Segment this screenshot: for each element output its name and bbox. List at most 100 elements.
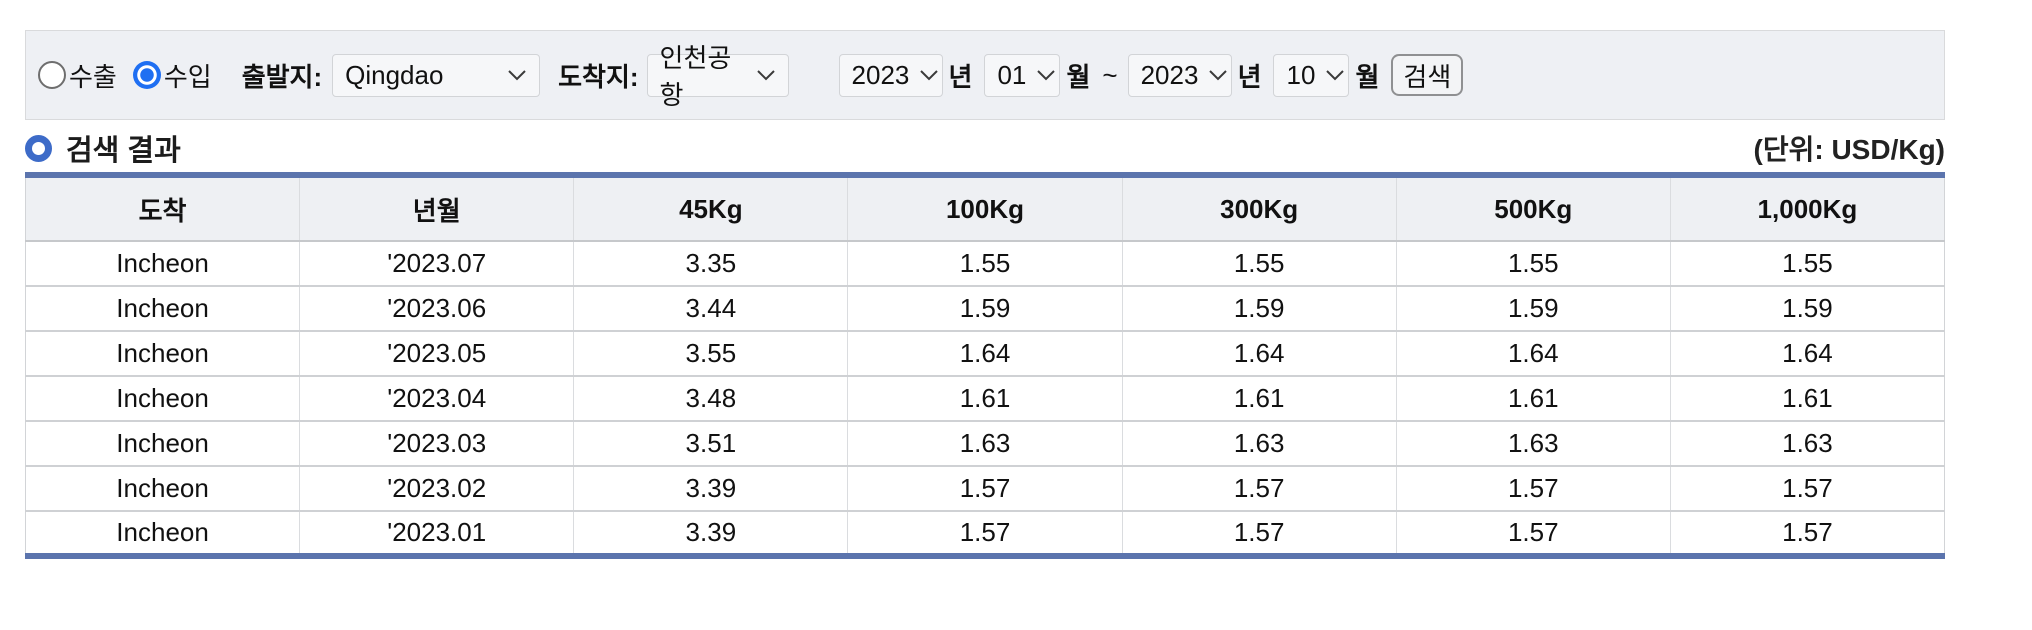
cell-300kg: 1.59 xyxy=(1121,285,1397,331)
cell-100kg: 1.61 xyxy=(847,375,1123,421)
origin-label: 출발지: xyxy=(241,61,323,92)
radio-export-circle-icon[interactable] xyxy=(38,61,66,89)
search-panel: 수출 수입 출발지: Qingdao 도착지: 인천공항 2023 xyxy=(25,30,1945,120)
col-yearmonth: 년월 xyxy=(299,175,575,242)
cell-arrival: Incheon xyxy=(24,330,301,376)
bullet-ring-icon xyxy=(25,134,52,162)
cell-1000kg: 1.64 xyxy=(1669,330,1946,376)
cell-100kg: 1.64 xyxy=(847,330,1123,376)
rates-table: 도착 년월 45Kg 100Kg 300Kg 500Kg 1,000Kg Inc… xyxy=(24,172,1946,559)
radio-import[interactable]: 수입 xyxy=(132,57,212,94)
from-month-select[interactable]: 01 xyxy=(984,53,1061,97)
table-row: Incheon '2023.06 3.44 1.59 1.59 1.59 1.5… xyxy=(24,285,1946,331)
cell-45kg: 3.51 xyxy=(573,420,849,466)
radio-import-circle-icon[interactable] xyxy=(132,61,161,89)
chevron-down-icon xyxy=(507,69,527,82)
from-year-suffix: 년 xyxy=(948,61,973,92)
radio-export-label: 수출 xyxy=(69,61,117,92)
table-header: 도착 년월 45Kg 100Kg 300Kg 500Kg 1,000Kg xyxy=(24,175,1946,242)
cell-1000kg: 1.57 xyxy=(1669,465,1946,511)
cell-yearmonth: '2023.06 xyxy=(299,285,575,331)
cell-1000kg: 1.59 xyxy=(1669,285,1946,331)
col-1000kg: 1,000Kg xyxy=(1669,175,1946,242)
cell-500kg: 1.55 xyxy=(1395,241,1671,286)
cell-arrival: Incheon xyxy=(24,241,301,286)
cell-1000kg: 1.61 xyxy=(1669,375,1946,421)
cell-1000kg: 1.57 xyxy=(1669,510,1946,556)
col-45kg: 45Kg xyxy=(573,175,849,242)
cell-45kg: 3.55 xyxy=(573,330,849,376)
to-month-value: 10 xyxy=(1286,59,1316,90)
col-100kg: 100Kg xyxy=(847,175,1123,242)
table-row: Incheon '2023.01 3.39 1.57 1.57 1.57 1.5… xyxy=(24,510,1946,556)
to-year-select[interactable]: 2023 xyxy=(1127,53,1232,97)
table-row: Incheon '2023.07 3.35 1.55 1.55 1.55 1.5… xyxy=(24,241,1946,286)
radio-import-label: 수입 xyxy=(163,61,212,92)
table-row: Incheon '2023.02 3.39 1.57 1.57 1.57 1.5… xyxy=(24,465,1946,511)
cell-45kg: 3.44 xyxy=(573,285,849,331)
result-header: 검색 결과 (단위: USD/Kg) xyxy=(25,128,1945,168)
result-title: 검색 결과 xyxy=(66,135,181,167)
cell-yearmonth: '2023.05 xyxy=(299,330,575,376)
from-month-value: 01 xyxy=(997,59,1027,90)
to-month-suffix: 월 xyxy=(1355,61,1380,92)
chevron-down-icon xyxy=(1208,69,1228,82)
cell-arrival: Incheon xyxy=(24,420,301,466)
cell-100kg: 1.57 xyxy=(847,510,1123,556)
origin-select[interactable]: Qingdao xyxy=(332,53,541,97)
cell-arrival: Incheon xyxy=(24,465,301,511)
to-year-value: 2023 xyxy=(1140,59,1199,90)
cell-arrival: Incheon xyxy=(24,510,301,556)
chevron-down-icon xyxy=(1325,69,1345,82)
cell-500kg: 1.59 xyxy=(1395,285,1671,331)
cell-500kg: 1.64 xyxy=(1395,330,1671,376)
cell-45kg: 3.35 xyxy=(573,241,849,286)
range-tilde: ~ xyxy=(1102,59,1118,90)
table-row: Incheon '2023.05 3.55 1.64 1.64 1.64 1.6… xyxy=(24,330,1946,376)
cell-yearmonth: '2023.07 xyxy=(299,241,575,286)
chevron-down-icon xyxy=(919,69,939,82)
cell-yearmonth: '2023.02 xyxy=(299,465,575,511)
result-title-group: 검색 결과 xyxy=(25,127,181,169)
table-body: Incheon '2023.07 3.35 1.55 1.55 1.55 1.5… xyxy=(24,241,1946,556)
to-month-select[interactable]: 10 xyxy=(1273,53,1350,97)
destination-label: 도착지: xyxy=(558,61,639,92)
cell-300kg: 1.55 xyxy=(1121,241,1397,286)
chevron-down-icon xyxy=(756,69,776,82)
cell-45kg: 3.48 xyxy=(573,375,849,421)
cell-yearmonth: '2023.04 xyxy=(299,375,575,421)
cell-300kg: 1.63 xyxy=(1121,420,1397,466)
from-year-value: 2023 xyxy=(851,59,910,90)
cell-100kg: 1.59 xyxy=(847,285,1123,331)
date-range-group: 2023 년 01 월 ~ 2023 년 10 xyxy=(838,53,1464,97)
cell-100kg: 1.57 xyxy=(847,465,1123,511)
cell-45kg: 3.39 xyxy=(573,510,849,556)
cell-300kg: 1.64 xyxy=(1121,330,1397,376)
search-button[interactable]: 검색 xyxy=(1391,54,1464,96)
cell-500kg: 1.57 xyxy=(1395,510,1671,556)
cell-300kg: 1.57 xyxy=(1121,510,1397,556)
cell-45kg: 3.39 xyxy=(573,465,849,511)
cell-500kg: 1.61 xyxy=(1395,375,1671,421)
cell-1000kg: 1.55 xyxy=(1669,241,1946,286)
destination-select-value: 인천공항 xyxy=(659,43,732,110)
cell-100kg: 1.55 xyxy=(847,241,1123,286)
chevron-down-icon xyxy=(1036,69,1056,82)
col-300kg: 300Kg xyxy=(1121,175,1397,242)
to-year-suffix: 년 xyxy=(1237,61,1262,92)
cell-yearmonth: '2023.01 xyxy=(299,510,575,556)
radio-export[interactable]: 수출 xyxy=(38,57,117,94)
cell-300kg: 1.61 xyxy=(1121,375,1397,421)
col-arrival: 도착 xyxy=(24,175,301,242)
table-row: Incheon '2023.03 3.51 1.63 1.63 1.63 1.6… xyxy=(24,420,1946,466)
destination-select[interactable]: 인천공항 xyxy=(646,43,789,110)
cell-yearmonth: '2023.03 xyxy=(299,420,575,466)
table-header-row: 도착 년월 45Kg 100Kg 300Kg 500Kg 1,000Kg xyxy=(24,175,1946,242)
cell-100kg: 1.63 xyxy=(847,420,1123,466)
from-year-select[interactable]: 2023 xyxy=(838,53,943,97)
unit-label: (단위: USD/Kg) xyxy=(1753,134,1946,165)
cell-arrival: Incheon xyxy=(24,375,301,421)
cell-300kg: 1.57 xyxy=(1121,465,1397,511)
col-500kg: 500Kg xyxy=(1395,175,1671,242)
